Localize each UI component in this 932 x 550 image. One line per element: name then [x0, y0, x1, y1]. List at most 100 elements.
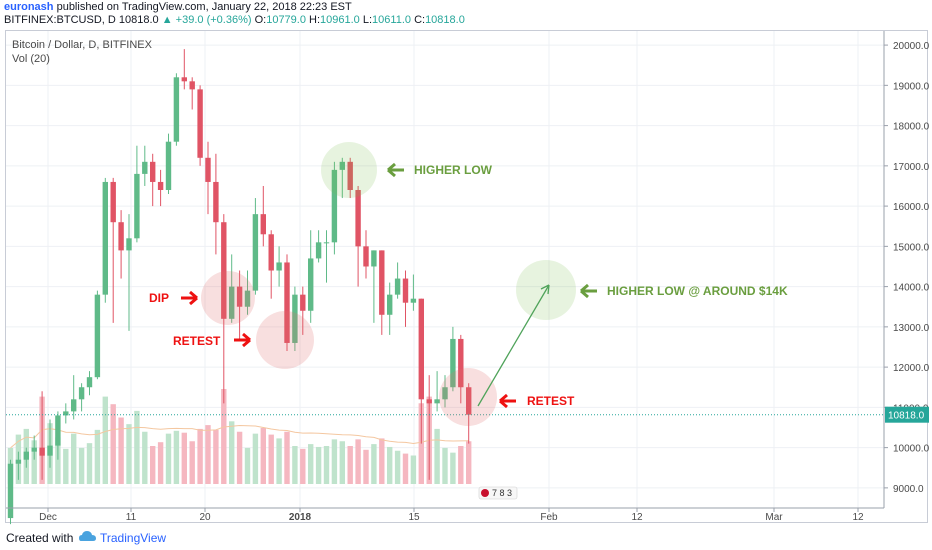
volume-bar: [71, 433, 77, 484]
footer: Created with TradingView: [0, 527, 932, 550]
volume-bar: [442, 447, 448, 484]
chart-axes: 9000.010000.011000.012000.013000.014000.…: [6, 31, 930, 523]
retest-circle: [256, 311, 314, 369]
annotation-label: RETEST: [173, 334, 221, 348]
candle-body: [371, 250, 377, 267]
volume-bar: [268, 434, 274, 484]
flag-icon: [481, 489, 489, 497]
y-tick-label: 20000.0: [893, 41, 930, 52]
candle-body: [110, 181, 116, 223]
x-tick-label: Dec: [39, 512, 57, 523]
candle-body: [434, 399, 440, 404]
volume-bar: [244, 447, 251, 484]
volume-bar: [323, 446, 330, 484]
higher-low-circle: [321, 142, 377, 198]
volume-bar: [86, 443, 93, 484]
candlesticks: [7, 49, 472, 525]
volume-bar: [292, 446, 298, 484]
dip-circle: [201, 271, 255, 325]
annotation-label: HIGHER LOW @ AROUND $14K: [607, 284, 788, 298]
candle-body: [134, 173, 140, 239]
candle-body: [315, 242, 322, 259]
projection-arrow-line: [477, 284, 550, 407]
volume-bar: [347, 446, 353, 484]
volume-bar: [126, 424, 132, 484]
candle-body: [363, 246, 369, 267]
candle-body: [276, 262, 282, 271]
candle-body: [308, 258, 314, 311]
candle-body: [284, 262, 290, 343]
volume-bar: [308, 444, 314, 484]
low-label: L:: [362, 14, 373, 26]
annotation-arrow-head: [580, 283, 589, 299]
candle-body: [31, 447, 37, 452]
annotation-label: HIGHER LOW: [414, 163, 493, 177]
annotation-arrow-head: [499, 393, 508, 409]
candle-body: [300, 294, 306, 311]
volume-bar: [205, 425, 211, 484]
tradingview-cloud-icon: [79, 531, 96, 541]
candle-body: [347, 161, 353, 190]
y-tick-label: 19000.0: [893, 81, 930, 92]
candle-body: [355, 190, 361, 247]
volume-bar: [387, 446, 393, 484]
annotation-arrow-head: [387, 162, 396, 178]
candle-body: [7, 463, 14, 519]
volume-bar: [458, 446, 464, 484]
volume-bar: [31, 440, 37, 484]
published-text: published on TradingView.com, January 22…: [56, 1, 352, 13]
volume-bar: [63, 448, 69, 484]
candle-body: [466, 387, 472, 415]
tradingview-brand[interactable]: TradingView: [100, 531, 167, 545]
volume-bar: [450, 452, 456, 484]
last-price-label: 10818.0: [888, 411, 925, 422]
watermark-label: 7 8 3: [492, 488, 512, 498]
open-value: 10779.0: [266, 14, 306, 26]
candle-body: [63, 411, 69, 416]
volume-bar: [173, 430, 180, 484]
candle-body: [394, 278, 401, 295]
volume-bar: [94, 429, 101, 484]
volume-ma-line: [10, 424, 469, 449]
candle-body: [402, 278, 409, 303]
close-value: 10818.0: [425, 14, 465, 26]
y-tick-label: 13000.0: [893, 323, 930, 334]
candle-body: [221, 222, 227, 319]
price-change: ▲ +39.0 (+0.36%): [161, 14, 252, 26]
x-tick-label: 15: [408, 512, 420, 523]
volume-bar: [260, 427, 266, 484]
volume-bar: [197, 428, 203, 484]
volume-bar: [394, 450, 401, 484]
chart-title: Bitcoin / Dollar, D, BITFINEX: [12, 39, 153, 51]
volume-bar: [78, 447, 85, 484]
candle-body: [78, 387, 85, 400]
last-price: 10818.0: [118, 14, 159, 26]
close-label: C:: [414, 14, 426, 26]
volume-bar: [355, 439, 361, 484]
candle-body: [142, 161, 148, 174]
volume-bar: [371, 444, 377, 484]
x-tick-label: Mar: [765, 512, 783, 523]
candle-body: [410, 298, 417, 303]
candle-body: [339, 161, 345, 170]
x-tick-label: 20: [199, 512, 211, 523]
high-value: 10961.0: [320, 14, 360, 26]
y-tick-label: 17000.0: [893, 162, 930, 173]
publish-line: euronash published on TradingView.com, J…: [4, 1, 352, 13]
volume-bar: [434, 428, 440, 484]
candle-body: [323, 242, 330, 244]
volume-bar: [165, 433, 172, 484]
candle-body: [213, 181, 219, 223]
annotation-label: DIP: [149, 291, 169, 305]
candle-body: [197, 89, 203, 158]
author-link[interactable]: euronash: [4, 1, 54, 13]
volume-bars: [7, 389, 472, 484]
volume-bar: [118, 417, 124, 484]
created-with-text: Created with: [6, 531, 74, 545]
volume-bar: [236, 431, 243, 484]
volume-bar: [229, 421, 235, 484]
volume-bar: [331, 439, 338, 484]
y-tick-label: 14000.0: [893, 283, 930, 294]
y-tick-label: 15000.0: [893, 242, 930, 253]
